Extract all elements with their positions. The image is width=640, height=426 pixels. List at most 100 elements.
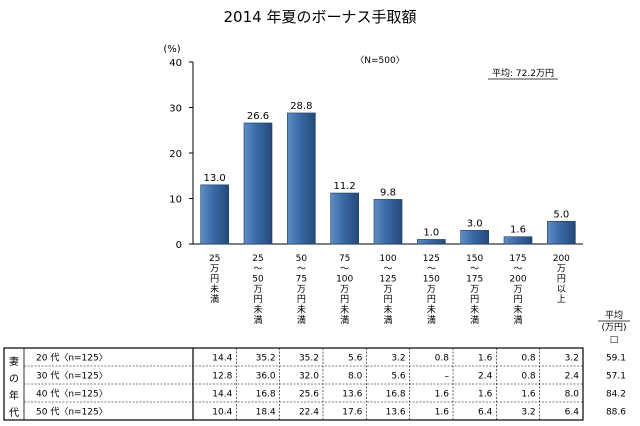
x-category-label: 万: [470, 285, 479, 295]
x-category-label: 円: [253, 294, 262, 305]
x-category-label: 未: [210, 283, 219, 295]
table-cell: 0.8: [435, 354, 450, 364]
x-category-label: 円: [513, 294, 522, 305]
table-group-label: 代: [9, 407, 19, 419]
table-cell: 1.6: [478, 354, 493, 364]
y-unit-label: (%): [163, 44, 180, 55]
y-tick-label: 20: [169, 149, 182, 160]
bar: [373, 199, 403, 245]
table-cell: 1.6: [521, 390, 536, 400]
bars-group: 13.0 26.6 28.8 11.2 9.8 1.0 3.0 1.6 5.0: [200, 101, 576, 245]
x-category-label: 上: [557, 294, 566, 305]
x-category-label: 25: [252, 254, 263, 264]
bar-value-label: 9.8: [380, 187, 396, 198]
bar-value-label: 5.0: [553, 209, 569, 220]
table-border: [3, 347, 584, 421]
table-cell: 16.8: [386, 390, 406, 400]
x-category-label: 未: [253, 304, 262, 316]
x-category-label: 万: [513, 285, 522, 295]
table-row-label: 40 代〈n=125〉: [36, 389, 108, 400]
table-cell: 3.2: [391, 354, 405, 364]
table-cell: 22.4: [299, 408, 319, 418]
x-category-label: 万: [297, 285, 306, 295]
table-row-label: 30 代〈n=125〉: [36, 371, 108, 382]
table-cell: 17.6: [342, 408, 362, 418]
bar-value-label: 26.6: [247, 111, 269, 122]
table-cell: 1.6: [435, 408, 450, 418]
table-cell: 3.2: [521, 408, 535, 418]
x-category-label: 万: [210, 264, 219, 274]
x-category-label: 125: [379, 275, 396, 285]
avg-header-line1: 平均: [605, 309, 623, 321]
x-category-label: 万: [427, 285, 436, 295]
sample-size-label: 〈N=500〉: [355, 55, 404, 66]
table-cell: 6.4: [478, 408, 493, 418]
avg-header-line3: □: [610, 335, 619, 345]
table-group-label: 妻: [9, 355, 19, 368]
table-cell: 36.0: [256, 372, 276, 382]
table-cell: 5.6: [391, 372, 406, 382]
table-cell: 13.6: [342, 390, 362, 400]
table-cell: 1.6: [478, 390, 493, 400]
table-cell: 6.4: [565, 408, 580, 418]
x-category-label: 200: [509, 275, 526, 285]
x-category-label: 〜: [427, 264, 436, 274]
table-row-label: 20 代〈n=125〉: [36, 353, 108, 364]
bar: [417, 239, 446, 245]
avg-header-line2: (万円): [601, 322, 626, 333]
x-category-label: 万: [557, 264, 566, 274]
x-category-label: 満: [253, 315, 262, 326]
x-category-label: 満: [210, 294, 219, 305]
bar-value-label: 3.0: [467, 218, 483, 229]
x-category-label: 75: [339, 254, 350, 264]
table-cell: 1.6: [435, 390, 450, 400]
x-category-label: 満: [340, 315, 349, 326]
table-group-label: 年: [9, 389, 19, 402]
x-category-label: 200: [553, 254, 570, 264]
x-category-label: 100: [379, 254, 396, 264]
table-avg-cell: 88.6: [606, 408, 626, 418]
x-category-label: 未: [297, 304, 306, 316]
x-category-label: 円: [210, 274, 219, 285]
table-cell: 16.8: [256, 390, 276, 400]
x-category-label: 〜: [297, 264, 306, 274]
table-cell: 13.6: [386, 408, 406, 418]
bar: [330, 192, 359, 245]
table-cell: 35.2: [256, 354, 276, 364]
x-category-label: 〜: [513, 264, 522, 274]
table-cell: 10.4: [212, 408, 232, 418]
x-category-label: 未: [470, 304, 479, 316]
x-category-label: 50: [252, 275, 264, 285]
x-category-label: 円: [557, 274, 566, 285]
x-category-label: 50: [296, 254, 308, 264]
x-category-label: 満: [470, 315, 479, 326]
bar: [200, 184, 229, 245]
x-category-label: 75: [296, 275, 307, 285]
y-tick-label: 10: [169, 195, 182, 206]
x-category-label: 未: [513, 304, 522, 316]
x-category-label: 円: [427, 294, 436, 305]
bar: [460, 230, 489, 245]
x-category-label: 円: [470, 294, 479, 305]
bar-value-label: 1.6: [510, 225, 526, 236]
table-group-label: の: [9, 374, 19, 385]
y-tick-label: 30: [169, 104, 182, 115]
y-tick-label: 0: [176, 240, 182, 251]
x-category-label: 未: [383, 304, 392, 316]
x-category-labels: 25万円未満25〜50万円未満50〜75万円未満75〜100万円未満100〜12…: [209, 254, 570, 326]
bar-value-label: 13.0: [204, 173, 226, 184]
x-category-label: 125: [423, 254, 440, 264]
table-cell: 25.6: [299, 390, 319, 400]
bar: [243, 122, 273, 245]
x-category-label: 満: [383, 315, 392, 326]
table-avg-cell: 84.2: [606, 390, 626, 400]
table-avg-cell: 59.1: [606, 354, 626, 364]
table-cell: 5.6: [348, 354, 363, 364]
x-category-label: 満: [427, 315, 436, 326]
x-category-label: 満: [297, 315, 306, 326]
table-cell: 0.8: [521, 354, 536, 364]
table-cell: 2.4: [565, 372, 580, 382]
x-category-label: 〜: [340, 264, 349, 274]
table-cell: 8.0: [565, 390, 580, 400]
